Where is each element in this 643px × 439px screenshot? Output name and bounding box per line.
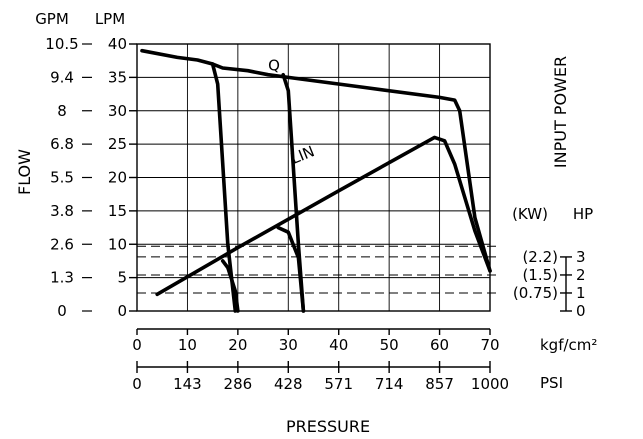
x-tick-label-kgf: 40: [329, 336, 348, 354]
hp-header: HP: [573, 205, 593, 223]
x-tick-label-kgf: 0: [132, 336, 142, 354]
series-line-curve-4: [220, 259, 240, 313]
y-tick-label-lpm: 35: [108, 68, 127, 86]
y-axes: 0051.3102.6153.8205.5256.8308359.44010.5…: [45, 35, 585, 320]
series-line-lin: [155, 135, 492, 297]
x-tick-label-psi: 571: [324, 375, 353, 393]
y-tick-label-gpm: 3.8: [50, 202, 74, 220]
y-tick-label-hp: 2: [576, 266, 586, 284]
x-tick-label-kgf: 60: [430, 336, 449, 354]
series-label-q: Q: [268, 57, 280, 75]
y-tick-label-gpm: 1.3: [50, 269, 74, 287]
kw-header: (KW): [512, 205, 548, 223]
series-line-q: [140, 48, 492, 273]
right-axis-label: INPUT POWER: [551, 56, 570, 168]
reference-lines: [137, 245, 498, 294]
y-tick-label-hp: 0: [576, 302, 586, 320]
y-tick-label-gpm: 8: [57, 102, 67, 120]
y-tick-label-lpm: 15: [108, 202, 127, 220]
x-unit-psi: PSI: [540, 374, 563, 392]
x-tick-label-psi: 286: [224, 375, 253, 393]
gpm-header: GPM: [35, 10, 69, 28]
y-tick-label-gpm: 6.8: [50, 135, 74, 153]
x-tick-label-psi: 857: [425, 375, 454, 393]
lpm-header: LPM: [95, 10, 125, 28]
y-tick-label-kw: (2.2): [522, 248, 558, 266]
y-tick-label-gpm: 2.6: [50, 235, 74, 253]
x-tick-label-psi: 428: [274, 375, 303, 393]
y-tick-label-lpm: 10: [108, 235, 127, 253]
y-tick-label-gpm: 9.4: [50, 68, 74, 86]
x-axes: 0 10 20 30 40 50 60 70 0 143 286 428 571 714 857 1000: [132, 328, 509, 393]
x-tick-label-psi: 1000: [471, 375, 509, 393]
grid: [136, 43, 491, 312]
y-axis-label: FLOW: [15, 149, 34, 195]
x-tick-label-kgf: 10: [178, 336, 197, 354]
x-tick-label-kgf: 20: [228, 336, 247, 354]
y-tick-label-lpm: 30: [108, 102, 127, 120]
y-tick-label-kw: (0.75): [513, 284, 558, 302]
y-tick-label-hp: 1: [576, 284, 586, 302]
x-tick-label-kgf: 70: [480, 336, 499, 354]
y-tick-label-lpm: 20: [108, 169, 127, 187]
y-tick-label-gpm: 5.5: [50, 169, 74, 187]
y-tick-label-lpm: 40: [108, 35, 127, 53]
x-unit-kgf: kgf/cm²: [540, 336, 597, 354]
y-tick-label-lpm: 5: [117, 269, 127, 287]
y-tick-label-kw: (1.5): [522, 266, 558, 284]
x-tick-label-kgf: 30: [279, 336, 298, 354]
series-line-curve-5: [276, 225, 306, 313]
y-tick-label-lpm: 0: [117, 302, 127, 320]
y-tick-label-hp: 3: [576, 248, 586, 266]
x-tick-label-kgf: 50: [380, 336, 399, 354]
y-tick-label-gpm: 10.5: [45, 35, 78, 53]
y-tick-label-gpm: 0: [57, 302, 67, 320]
x-tick-label-psi: 714: [375, 375, 404, 393]
x-tick-label-psi: 0: [132, 375, 142, 393]
x-tick-label-psi: 143: [173, 375, 202, 393]
series-line-curve-2: [210, 62, 238, 313]
y-tick-label-lpm: 25: [108, 135, 127, 153]
x-axis-label: PRESSURE: [286, 417, 370, 436]
